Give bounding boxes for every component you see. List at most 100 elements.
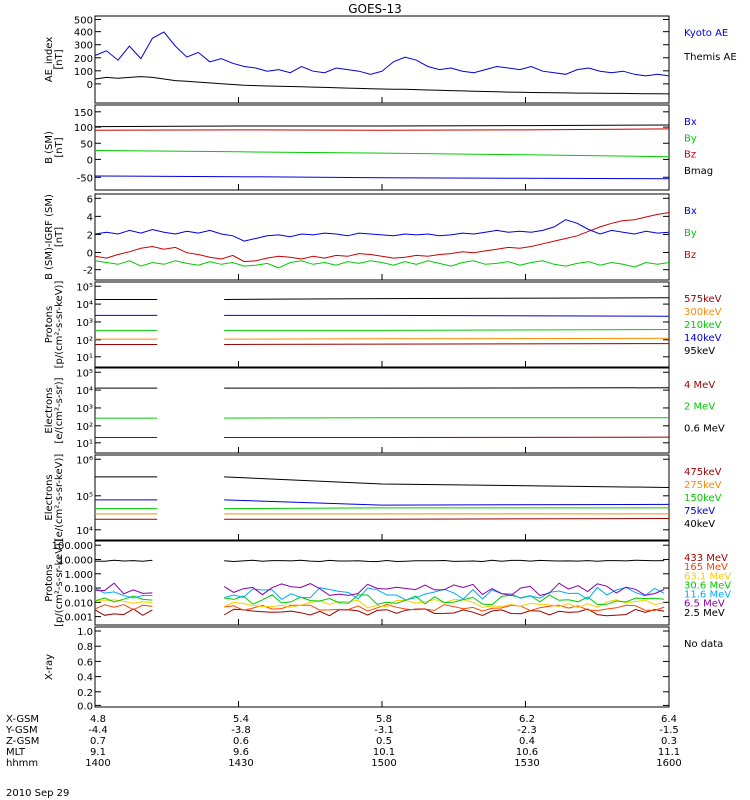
ytick-label: 0.0: [77, 701, 93, 712]
legend-entry: 150keV: [684, 493, 722, 504]
ytick-label: 10⁶: [76, 455, 93, 466]
series-e150: [224, 507, 669, 510]
legend-entry: 2 MeV: [684, 402, 715, 413]
orbit-value: 6.4: [661, 714, 677, 725]
ytick-label: 10⁵: [76, 492, 93, 503]
series-bmag: [94, 124, 670, 128]
series-p65: [223, 582, 665, 597]
ytick-label: 1.000: [64, 570, 93, 581]
ytick-label: -2: [83, 266, 93, 277]
legend-entry: 11.6 MeV: [684, 590, 731, 601]
ytick-label: 0.100: [64, 584, 93, 595]
series-p140: [224, 314, 670, 317]
series-dbz: [94, 212, 670, 263]
legend-entry: By: [684, 133, 697, 144]
series-by: [94, 150, 670, 158]
ytick-label: 10²: [76, 422, 93, 433]
series-p165: [224, 603, 665, 612]
series-e475: [224, 518, 670, 520]
legend-entry: Themis AE: [683, 52, 737, 63]
ylabel: AE_index: [44, 37, 55, 83]
legend-entry: 210keV: [684, 320, 722, 331]
series-p30: [224, 594, 665, 606]
orbit-table: X-GSM Y-GSM Z-GSM MLT hhmm 4.8 -4.4 0.7 9.1 1400 5…: [0, 714, 750, 800]
panel-frame: [94, 281, 670, 368]
legend-entry: 63.1 MeV: [684, 571, 731, 582]
plot-date: 2010 Sep 29: [6, 788, 70, 799]
plot-title: GOES-13: [348, 2, 402, 16]
legend-entry: 2.5 MeV: [684, 608, 725, 619]
series-bx: [94, 175, 670, 180]
ylabel: [e/(cm²-s-sr-keV)]: [54, 454, 65, 542]
legend-entry: 6.5 MeV: [684, 599, 725, 610]
ytick-label: 10³: [76, 318, 93, 329]
orbit-value: 11.1: [657, 747, 681, 758]
ylabel: B (SM): [44, 131, 55, 164]
panel-3: 6 4 2 0 -2 B (SM)-IGRF (SM) [nT] Bx By Bz: [44, 193, 697, 281]
orbit-value: -4.4: [88, 725, 108, 736]
legend-entry: 4 MeV: [684, 380, 715, 391]
legend-entry: 140keV: [684, 333, 722, 344]
legend-entry: Kyoto AE: [684, 28, 728, 39]
orbit-value: 0.3: [661, 736, 677, 747]
orbit-value: 4.8: [90, 714, 106, 725]
ytick-label: 100: [74, 123, 93, 134]
ytick-label: 6: [87, 194, 93, 205]
orbit-row-label: Z-GSM: [6, 736, 40, 747]
ylabel: [p/(cm²-s-sr-keV)]: [54, 539, 65, 627]
legend-entry: Bz: [684, 150, 696, 161]
panel-7: 100.000 10.000 1.000 0.100 0.010 0.001 Protons…: [44, 539, 731, 627]
ytick-label: 0.2: [77, 688, 93, 699]
ytick-label: 100: [74, 67, 93, 78]
orbit-value: 10.1: [372, 747, 396, 758]
series-p575: [224, 343, 670, 345]
orbit-value: 0.7: [90, 736, 106, 747]
ylabel: Protons: [44, 564, 55, 601]
ytick-label: 10⁴: [76, 526, 93, 537]
series-p63: [94, 599, 153, 604]
ytick-label: 400: [74, 28, 93, 39]
ylabel: B (SM)-IGRF (SM): [44, 194, 55, 280]
series-dby: [94, 260, 670, 269]
series-p11: [94, 587, 153, 599]
panel-8: 1.0 0.8 0.6 0.4 0.2 0.0 X-ray No data: [44, 626, 723, 712]
panel-frame: [94, 454, 670, 541]
legend-entry: Bx: [684, 206, 697, 217]
panel-frame: [94, 540, 670, 626]
legend-entry: 40keV: [684, 519, 715, 530]
ytick-label: 10⁴: [76, 386, 93, 397]
legend-entry: 575keV: [684, 294, 722, 305]
legend-entry: 0.6 MeV: [684, 423, 725, 434]
ytick-label: 300: [74, 41, 93, 52]
ytick-label: 0: [87, 80, 93, 91]
ytick-label: 0: [87, 155, 93, 166]
orbit-value: 5.4: [233, 714, 249, 725]
orbit-row-label: hhmm: [6, 758, 39, 769]
ytick-label: 10¹: [76, 439, 93, 450]
ytick-label: 0: [87, 248, 93, 259]
legend-entry: Bmag: [684, 166, 713, 177]
ylabel: [nT]: [54, 49, 65, 69]
panel-frame: [94, 15, 670, 104]
panel-5: 10⁵ 10⁴ 10³ 10² 10¹ Electrons [e/(cm²-s-sr)] 4 …: [44, 367, 725, 454]
series-bz: [94, 128, 670, 131]
series-p433: [94, 608, 153, 616]
panel-4: 10⁵ 10⁴ 10³ 10² 10¹ Protons [p/(cm²-s-sr-keV)]…: [44, 281, 722, 369]
orbit-row-label: MLT: [6, 747, 25, 758]
series-p63: [223, 598, 665, 609]
series-dbx: [94, 219, 670, 242]
ytick-label: 4: [87, 212, 93, 223]
orbit-value: -3.1: [374, 725, 394, 736]
ytick-label: 0.001: [64, 613, 93, 624]
series-p30: [94, 595, 153, 603]
series-p95: [224, 297, 670, 300]
panel-frame: [94, 626, 670, 708]
orbit-value: 1500: [371, 758, 397, 769]
orbit-row-label: Y-GSM: [6, 725, 38, 736]
series-kyoto-ae: [94, 31, 670, 77]
orbit-value: 6.2: [519, 714, 535, 725]
series-p25: [224, 559, 665, 563]
ylabel: [p/(cm²-s-sr-keV)]: [54, 281, 65, 369]
orbit-value: 1430: [228, 758, 254, 769]
